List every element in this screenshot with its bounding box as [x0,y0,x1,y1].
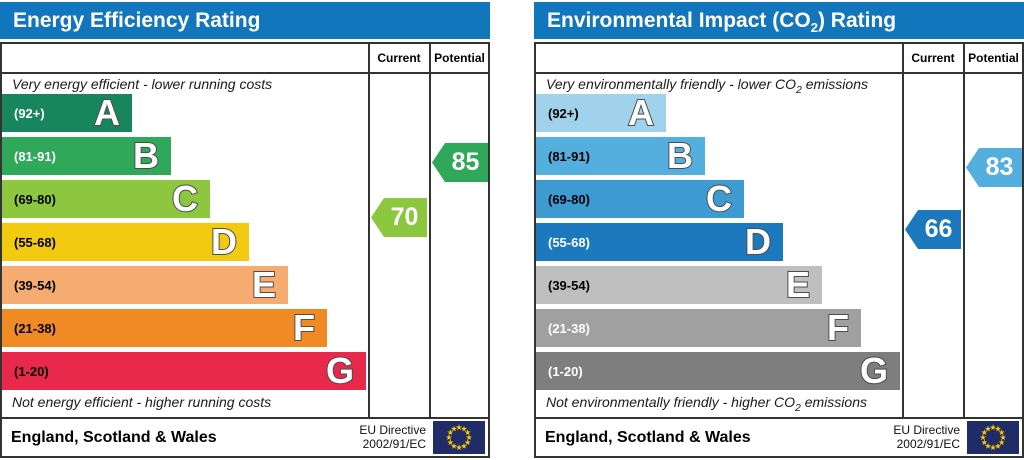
environmental-impact-panel: Environmental Impact (CO2) Rating Curren… [534,2,1024,458]
band-row-g: (1-20) G [536,350,900,391]
potential-rating-arrow: 85 [432,143,488,182]
top-caption: Very energy efficient - lower running co… [12,76,273,92]
potential-column-header: Potential [434,51,485,65]
title-text: Energy Efficiency Rating [13,9,261,32]
band-range-label: (81-91) [14,148,56,164]
band-bar-c: (69-80) C [536,178,744,219]
band-letter: B [132,135,160,176]
band-row-d: (55-68) D [536,221,900,262]
band-range-label: (69-80) [548,191,590,207]
band-range-label: (1-20) [14,363,49,379]
eu-flag-icon [433,421,485,454]
band-bar-b: (81-91) B [536,135,705,176]
table-footer: England, Scotland & Wales EU Directive 20… [536,417,1022,456]
column-header-row: Current Potential [2,44,488,74]
band-range-label: (1-20) [548,363,583,379]
potential-column-header: Potential [968,51,1019,65]
band-row-b: (81-91) B [2,135,366,176]
band-bar-a: (92+) A [2,92,132,133]
band-bar-g: (1-20) G [536,350,900,391]
band-letter: B [666,135,694,176]
title-subscript: 2 [810,20,818,36]
band-range-label: (92+) [548,105,579,121]
energy-panel-title: Energy Efficiency Rating [0,2,490,39]
band-letter: F [826,307,850,348]
band-bar-e: (39-54) E [2,264,288,305]
column-header-row: Current Potential [536,44,1022,74]
band-bar-g: (1-20) G [2,350,366,391]
band-bar-c: (69-80) C [2,178,210,219]
band-letter: E [251,264,277,305]
current-column-divider [368,44,370,417]
band-row-f: (21-38) F [2,307,366,348]
potential-rating-arrow: 83 [966,148,1022,187]
table-footer: England, Scotland & Wales EU Directive 20… [2,417,488,456]
band-letter: G [859,350,889,391]
band-range-label: (55-68) [14,234,56,250]
current-rating-arrow: 66 [905,210,961,249]
band-bar-d: (55-68) D [536,221,783,262]
band-bar-e: (39-54) E [536,264,822,305]
region-label: England, Scotland & Wales [11,428,217,446]
potential-column-divider [963,44,965,417]
current-rating-arrow: 70 [371,198,427,237]
band-bar-f: (21-38) F [536,307,861,348]
band-letter: D [744,221,772,262]
band-row-g: (1-20) G [2,350,366,391]
band-letter: C [705,178,733,219]
title-text: Environmental Impact (CO [547,9,811,32]
top-caption: Very environmentally friendly - lower CO… [546,76,868,96]
band-range-label: (55-68) [548,234,590,250]
band-row-e: (39-54) E [2,264,366,305]
current-column-header: Current [911,51,955,65]
current-column-divider [902,44,904,417]
band-row-a: (92+) A [2,92,366,133]
current-column-header: Current [377,51,421,65]
band-letter: G [325,350,355,391]
rating-band-chart: (92+) A (81-91) B (69-80) C (55-68) D (39-54) E (2… [2,92,366,395]
band-letter: C [171,178,199,219]
band-letter: E [785,264,811,305]
bottom-caption: Not environmentally friendly - higher CO… [546,394,867,414]
eu-flag-icon [967,421,1019,454]
band-bar-b: (81-91) B [2,135,171,176]
eu-directive-label: EU Directive 2002/91/EC [359,422,426,451]
title-text: ) Rating [817,9,897,32]
eu-directive-label: EU Directive 2002/91/EC [893,422,960,451]
band-range-label: (39-54) [14,277,56,293]
band-range-label: (69-80) [14,191,56,207]
band-letter: F [292,307,316,348]
band-range-label: (92+) [14,105,45,121]
band-range-label: (21-38) [548,320,590,336]
rating-band-chart: (92+) A (81-91) B (69-80) C (55-68) D (39-54) E (2… [536,92,900,395]
band-row-a: (92+) A [536,92,900,133]
band-letter: A [93,92,121,133]
energy-rating-table: Current Potential Very energy efficient … [0,42,490,458]
band-row-d: (55-68) D [2,221,366,262]
band-row-b: (81-91) B [536,135,900,176]
band-range-label: (81-91) [548,148,590,164]
band-row-f: (21-38) F [536,307,900,348]
region-label: England, Scotland & Wales [545,428,751,446]
bottom-caption: Not energy efficient - higher running co… [12,394,272,410]
band-row-c: (69-80) C [536,178,900,219]
environment-panel-title: Environmental Impact (CO2) Rating [534,2,1024,39]
band-bar-a: (92+) A [536,92,666,133]
band-range-label: (21-38) [14,320,56,336]
band-letter: D [210,221,238,262]
band-row-c: (69-80) C [2,178,366,219]
potential-column-divider [429,44,431,417]
band-row-e: (39-54) E [536,264,900,305]
environment-rating-table: Current Potential Very environmentally f… [534,42,1024,458]
band-range-label: (39-54) [548,277,590,293]
band-letter: A [627,92,655,133]
band-bar-d: (55-68) D [2,221,249,262]
energy-efficiency-panel: Energy Efficiency Rating Current Potenti… [0,2,490,458]
band-bar-f: (21-38) F [2,307,327,348]
